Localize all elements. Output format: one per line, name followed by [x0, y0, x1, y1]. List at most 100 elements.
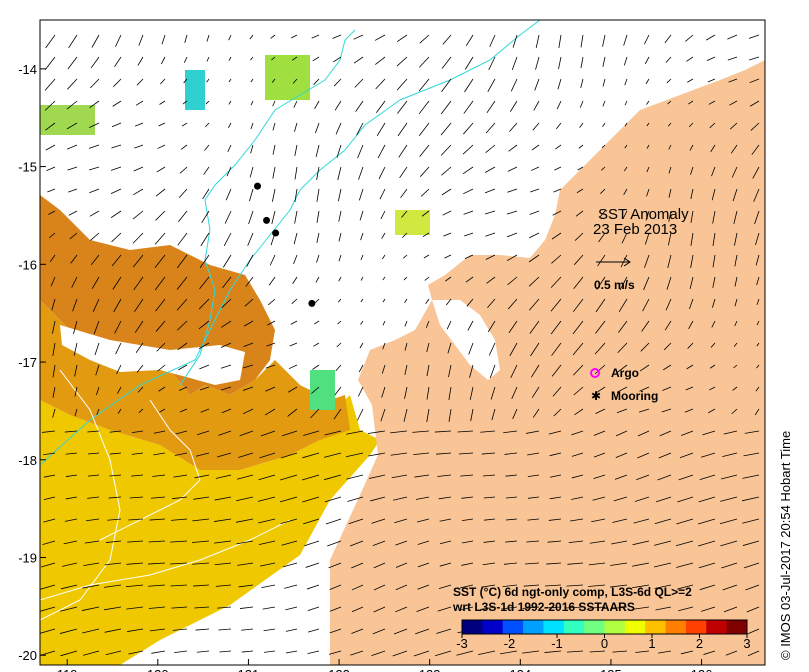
current-vector — [373, 606, 386, 613]
colorbar-tick-label: 1 — [648, 636, 655, 651]
current-vector — [639, 386, 650, 392]
current-vector — [280, 518, 298, 524]
current-vector — [246, 254, 254, 267]
current-vector — [434, 650, 452, 657]
current-vector — [311, 34, 320, 39]
x-tick-label: 125 — [600, 667, 622, 672]
current-vector — [663, 364, 672, 371]
current-vector — [528, 254, 540, 263]
current-vector — [63, 540, 78, 545]
current-vector — [644, 232, 650, 245]
current-vector — [668, 166, 672, 174]
current-vector — [680, 430, 694, 436]
current-vector — [678, 474, 694, 481]
current-vector — [507, 298, 518, 310]
mooring-point — [308, 299, 316, 307]
current-vector — [132, 232, 144, 244]
current-vector — [552, 210, 562, 216]
current-vector — [484, 210, 496, 215]
colorbar-tick-label: -3 — [456, 636, 468, 651]
current-vector — [111, 232, 122, 243]
current-vector — [74, 408, 78, 417]
current-vector — [668, 144, 672, 150]
current-vector — [525, 562, 540, 565]
current-vector — [334, 386, 342, 396]
current-vector — [198, 298, 210, 310]
current-vector — [346, 430, 364, 435]
current-vector — [243, 320, 254, 327]
colorbar: SST (°C) 6d ngt-only comp, L3S-6d QL>=2 … — [452, 585, 751, 651]
current-vector — [67, 166, 78, 171]
current-vector — [149, 628, 166, 632]
current-vector — [530, 364, 540, 378]
colorbar-cell — [604, 620, 626, 634]
current-vector — [264, 408, 276, 416]
current-vector — [133, 166, 144, 172]
current-vector — [666, 78, 672, 84]
current-vector — [84, 540, 100, 544]
current-vector — [707, 78, 716, 83]
current-vector — [447, 342, 452, 354]
current-vector — [368, 452, 386, 457]
current-vector — [544, 606, 562, 609]
current-vector — [755, 386, 760, 392]
legend: Argo ✱ Mooring — [590, 366, 658, 403]
current-vector — [114, 320, 122, 334]
current-vector — [394, 518, 408, 524]
current-vector — [67, 188, 78, 193]
current-vector — [90, 254, 100, 266]
current-vector — [423, 254, 430, 259]
current-vector — [658, 650, 672, 654]
current-vector — [697, 518, 716, 525]
current-vector — [128, 518, 144, 521]
current-vector — [611, 540, 628, 545]
current-vector — [136, 78, 144, 86]
legend-mooring-label: Mooring — [611, 389, 658, 403]
current-vector — [134, 320, 144, 333]
current-vector — [40, 584, 56, 590]
current-vector — [368, 474, 386, 479]
current-vector — [52, 342, 56, 357]
current-vector — [646, 166, 650, 173]
current-vector — [87, 496, 100, 499]
current-vector — [243, 342, 254, 347]
current-vector — [446, 320, 452, 330]
colorbar-cell — [624, 620, 646, 634]
current-vector — [236, 474, 254, 480]
current-vector — [747, 650, 760, 657]
current-vector — [382, 298, 386, 303]
current-vector — [689, 298, 694, 310]
current-vector — [337, 188, 342, 202]
depth-contour — [40, 369, 121, 621]
current-vector — [420, 188, 430, 197]
current-vector — [111, 254, 122, 267]
current-vector — [64, 430, 78, 433]
current-vector — [177, 342, 188, 351]
current-vector — [729, 100, 738, 106]
current-vector — [533, 100, 540, 111]
current-vector — [323, 452, 342, 458]
current-vector — [732, 188, 738, 202]
plot-frame — [39, 19, 766, 666]
current-vector — [112, 276, 122, 290]
current-vector — [643, 276, 650, 291]
current-vector — [722, 584, 738, 591]
current-vector — [570, 518, 584, 522]
current-vector — [351, 628, 364, 634]
current-vector — [109, 474, 122, 477]
current-vector — [404, 320, 408, 327]
current-vector — [593, 430, 606, 436]
current-vector — [218, 430, 232, 436]
current-vector — [461, 540, 474, 544]
current-vector — [588, 606, 606, 609]
current-vector — [481, 584, 496, 588]
current-vector — [481, 452, 496, 455]
current-vector — [413, 650, 430, 657]
current-vector — [637, 430, 650, 437]
current-vector — [530, 188, 540, 193]
current-vector — [356, 122, 364, 136]
current-vector — [756, 320, 760, 326]
current-vector — [159, 100, 166, 105]
current-vector — [214, 540, 232, 544]
current-vector — [215, 474, 232, 479]
